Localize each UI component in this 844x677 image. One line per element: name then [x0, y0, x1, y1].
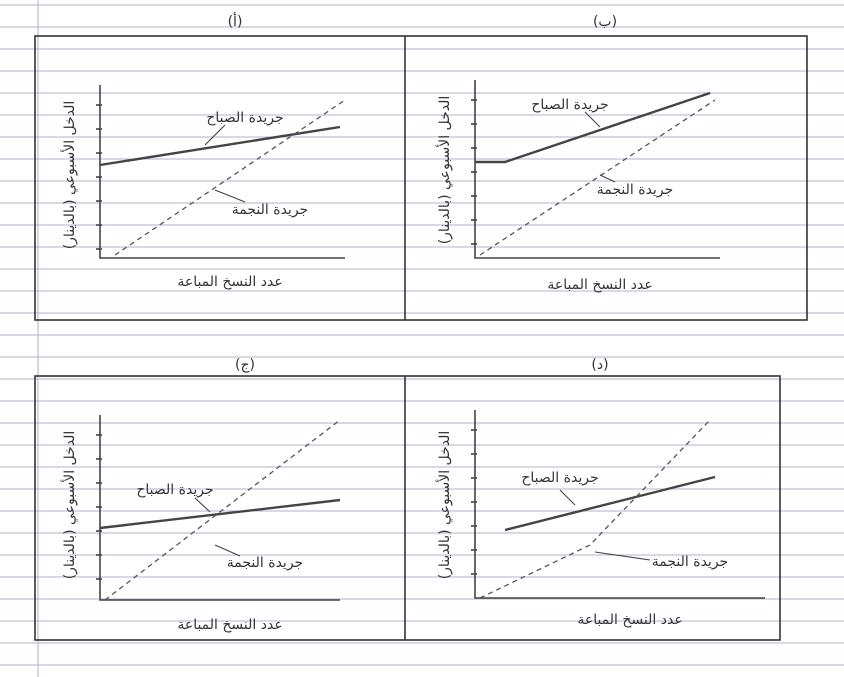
y-axis-label: الدخل الأسبوعي (بالدينار) [435, 96, 453, 245]
arrow [594, 551, 651, 561]
arrow [214, 544, 241, 557]
y-axis-label: الدخل الأسبوعي (بالدينار) [60, 431, 78, 580]
top-box [34, 35, 808, 321]
line-label: جريدة الصباح [531, 97, 608, 113]
line-najma [114, 99, 346, 256]
line-najma [479, 99, 716, 256]
line-label: جريدة النجمة [652, 554, 728, 570]
line-label: جريدة النجمة [597, 182, 673, 198]
arrow [204, 124, 226, 146]
x-axis-label: عدد النسخ المباعة [577, 612, 682, 628]
line-label: جريدة الصباح [206, 110, 283, 126]
arrow [559, 489, 576, 506]
x-axis-label: عدد النسخ المباعة [177, 274, 282, 290]
panel-label: (أ) [228, 12, 243, 30]
line-sabah [99, 498, 341, 530]
axes [474, 80, 720, 259]
y-axis-label: الدخل الأسبوعي (بالدينار) [60, 101, 78, 250]
arrow [214, 189, 246, 203]
line-label: جريدة الصباح [521, 470, 598, 486]
x-axis-label: عدد النسخ المباعة [547, 277, 652, 293]
axes [99, 415, 340, 601]
arrow [194, 497, 211, 513]
axes [99, 85, 345, 259]
axes [474, 410, 765, 599]
line-sabah [504, 475, 716, 532]
line-sabah [99, 125, 341, 167]
line-label: جريدة الصباح [136, 482, 213, 498]
arrow [584, 111, 601, 128]
line-najma [479, 419, 711, 599]
line-label: جريدة النجمة [232, 202, 308, 218]
panel-label: (د) [591, 357, 608, 373]
arrow [599, 174, 616, 183]
bottom-box [34, 375, 781, 641]
line-label: جريدة النجمة [227, 555, 303, 571]
panel-label: (ب) [593, 14, 617, 30]
x-axis-label: عدد النسخ المباعة [177, 617, 282, 633]
y-axis-label: الدخل الأسبوعي (بالدينار) [435, 431, 453, 580]
panel-label: (ج) [235, 357, 255, 373]
line-sabah [475, 91, 711, 164]
line-najma [104, 419, 341, 601]
